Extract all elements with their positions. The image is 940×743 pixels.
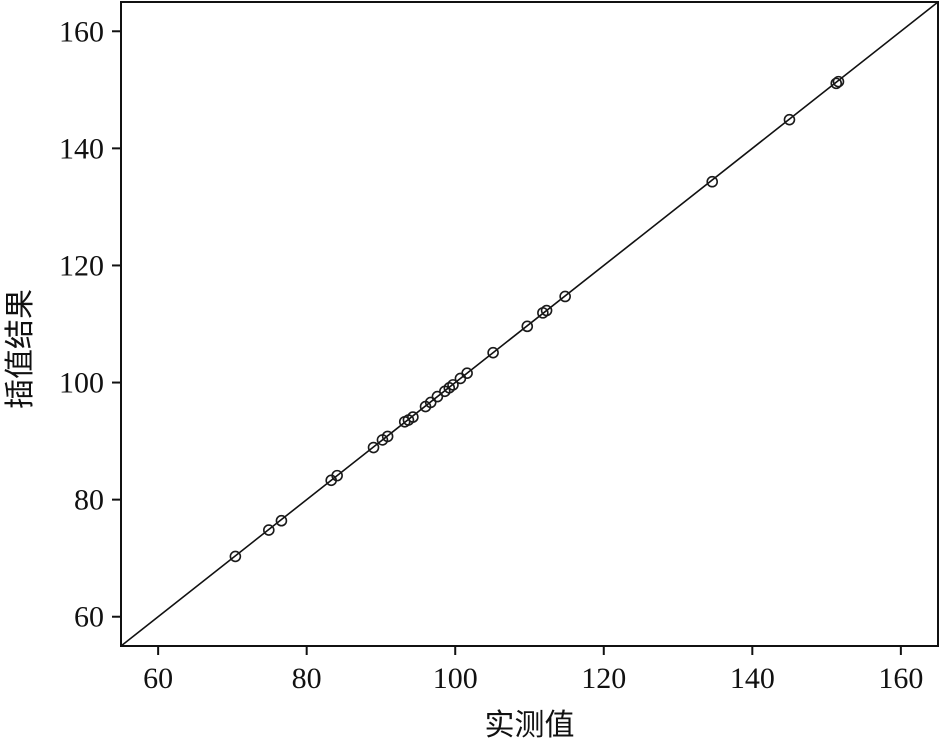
reference-line-y-equals-x [120,1,939,647]
data-point [521,320,534,333]
x-tick-label: 60 [143,662,173,695]
x-tick-label: 140 [730,662,775,695]
data-point [461,367,473,379]
data-point [331,469,343,482]
y-tick-label: 120 [59,249,104,282]
data-point [447,379,459,391]
data-point [559,290,571,303]
data-point [263,524,275,536]
plot-area [120,1,939,647]
y-tick-label: 80 [74,484,104,517]
data-point [275,514,288,527]
x-tick-label: 120 [581,662,626,695]
y-tick-label: 100 [59,367,104,400]
x-tick-label: 160 [878,662,923,695]
data-point [783,113,796,126]
data-point [830,77,843,90]
y-axis: 60 80 100 120 140 160 [59,15,121,634]
data-point [381,430,394,443]
data-point [367,441,380,454]
y-tick-label: 140 [59,132,104,165]
x-tick-label: 100 [433,662,478,695]
x-tick-label: 80 [292,662,322,695]
data-point [540,304,553,317]
y-tick-label: 160 [59,15,104,48]
data-point [431,390,444,403]
data-point [832,75,845,88]
data-point [487,346,499,359]
data-point [229,550,242,563]
x-axis: 60 80 100 120 140 160 [143,646,923,695]
plot-frame [120,1,939,647]
data-point [706,175,719,188]
y-tick-label: 60 [74,601,104,634]
x-axis-title: 实测值 [485,708,575,743]
data-point [407,411,419,423]
data-point [424,396,437,409]
y-axis-title: 插值结果 [3,289,38,409]
